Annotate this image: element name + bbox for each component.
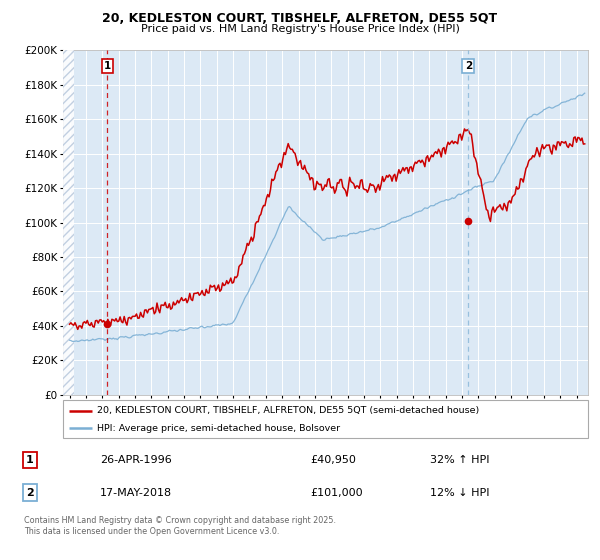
Text: 1: 1 xyxy=(104,61,111,71)
Text: 12% ↓ HPI: 12% ↓ HPI xyxy=(430,488,490,498)
Text: 26-APR-1996: 26-APR-1996 xyxy=(100,455,172,465)
Text: 32% ↑ HPI: 32% ↑ HPI xyxy=(430,455,490,465)
Text: £101,000: £101,000 xyxy=(310,488,362,498)
FancyBboxPatch shape xyxy=(63,400,588,438)
Text: 17-MAY-2018: 17-MAY-2018 xyxy=(100,488,172,498)
Text: 20, KEDLESTON COURT, TIBSHELF, ALFRETON, DE55 5QT (semi-detached house): 20, KEDLESTON COURT, TIBSHELF, ALFRETON,… xyxy=(97,406,479,415)
Text: 20, KEDLESTON COURT, TIBSHELF, ALFRETON, DE55 5QT: 20, KEDLESTON COURT, TIBSHELF, ALFRETON,… xyxy=(103,12,497,25)
Text: Contains HM Land Registry data © Crown copyright and database right 2025.
This d: Contains HM Land Registry data © Crown c… xyxy=(24,516,336,536)
Text: 2: 2 xyxy=(464,61,472,71)
Text: 2: 2 xyxy=(26,488,34,498)
Text: £40,950: £40,950 xyxy=(310,455,356,465)
Text: 1: 1 xyxy=(26,455,34,465)
Text: HPI: Average price, semi-detached house, Bolsover: HPI: Average price, semi-detached house,… xyxy=(97,424,340,433)
Text: Price paid vs. HM Land Registry's House Price Index (HPI): Price paid vs. HM Land Registry's House … xyxy=(140,24,460,34)
